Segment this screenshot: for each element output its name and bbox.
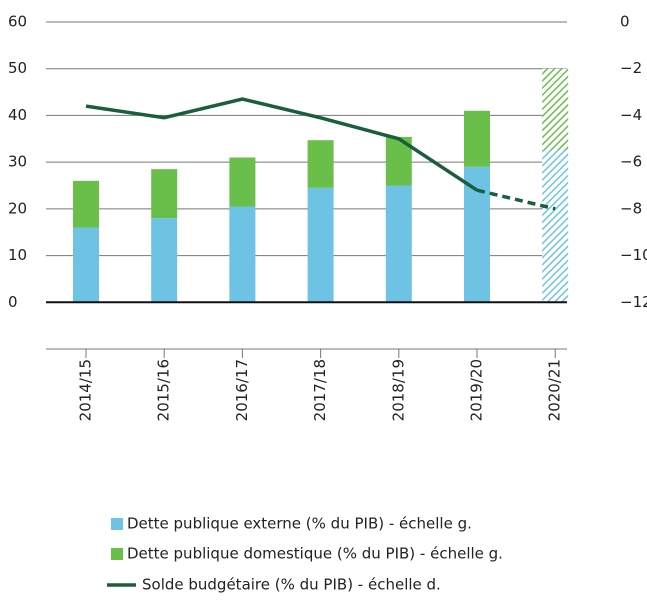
bar — [151, 218, 178, 303]
y-tick-label: 20 — [8, 199, 27, 217]
y-tick-label: 0 — [8, 293, 18, 311]
y2-tick-label: −8 — [620, 199, 642, 217]
y2-tick-label: 0 — [620, 13, 630, 31]
x-tick-label: 2015/16 — [155, 359, 173, 421]
bar — [464, 110, 490, 167]
bar — [73, 227, 99, 303]
legend-swatch — [111, 548, 123, 560]
bar — [464, 166, 490, 303]
y2-tick-label: −4 — [620, 106, 642, 124]
bar — [229, 157, 256, 207]
legend-label: Dette publique domestique (% du PIB) - é… — [127, 545, 503, 563]
y2-tick-label: −12 — [620, 293, 647, 311]
y-tick-label: 50 — [8, 59, 27, 77]
bar — [307, 140, 334, 188]
y-tick-label: 10 — [8, 246, 27, 264]
x-tick-label: 2017/18 — [311, 359, 329, 421]
legend-label: Solde budgétaire (% du PIB) - échelle d. — [142, 576, 441, 594]
bar — [73, 180, 99, 228]
x-tick-label: 2018/19 — [389, 359, 407, 421]
legend-label: Dette publique externe (% du PIB) - éche… — [127, 515, 472, 533]
y2-tick-label: −6 — [620, 153, 642, 171]
legend-swatch — [111, 518, 123, 530]
line-forecast — [476, 188, 556, 211]
x-tick-label: 2019/20 — [468, 359, 486, 421]
y2-tick-label: −10 — [620, 246, 647, 264]
bar — [229, 206, 256, 303]
bar — [385, 185, 412, 303]
y-tick-label: 40 — [8, 106, 27, 124]
y-tick-label: 30 — [8, 153, 27, 171]
x-tick-label: 2016/17 — [233, 359, 251, 421]
x-tick-label: 2020/21 — [546, 359, 564, 421]
bar — [542, 68, 569, 151]
y2-tick-label: −2 — [620, 59, 642, 77]
bar — [151, 169, 178, 219]
y-tick-label: 60 — [8, 13, 27, 31]
bar — [307, 187, 334, 303]
x-tick-label: 2014/15 — [77, 359, 95, 421]
bar — [542, 150, 569, 303]
line-series — [85, 97, 478, 192]
